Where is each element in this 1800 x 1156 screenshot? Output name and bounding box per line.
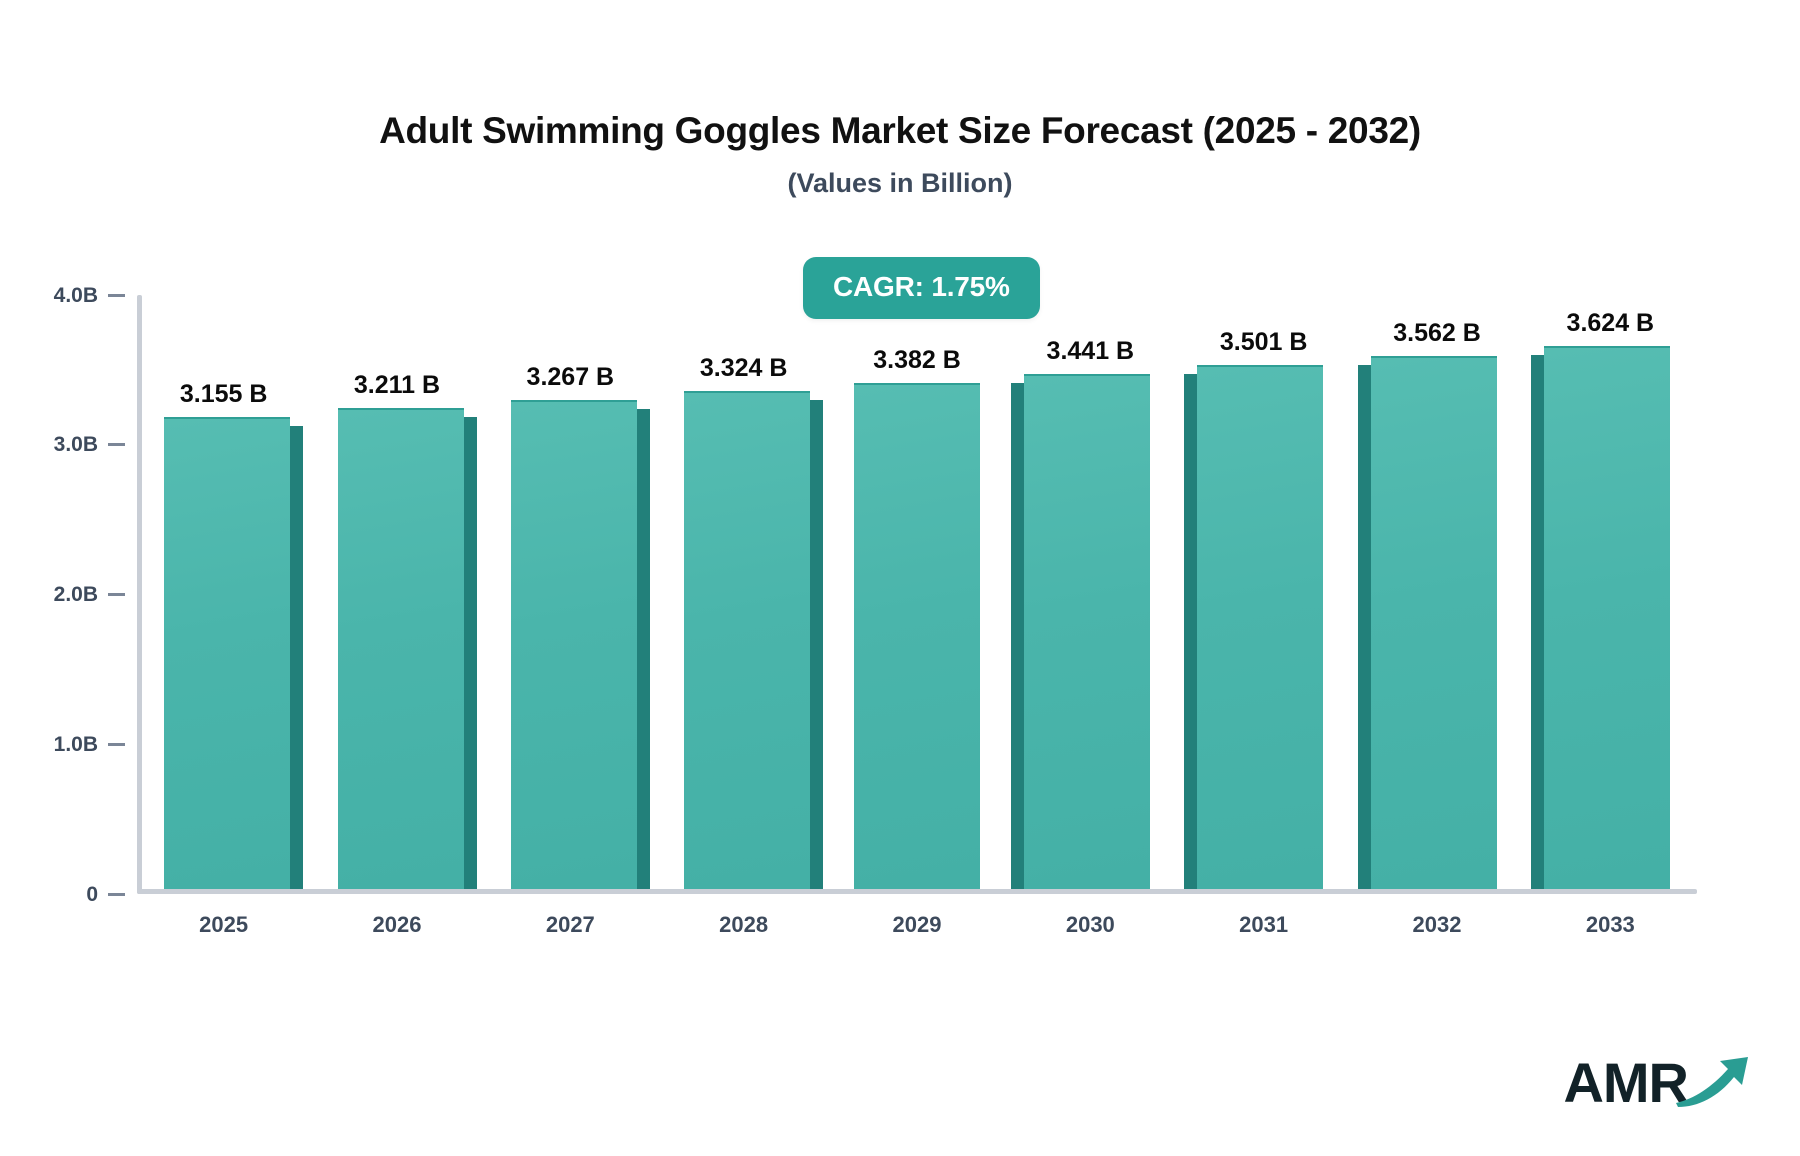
y-tick-label: 2.0B	[53, 583, 98, 606]
title-block: Adult Swimming Goggles Market Size Forec…	[0, 110, 1800, 199]
y-tick-mark	[108, 293, 125, 297]
bar-body	[137, 416, 310, 889]
y-axis-line	[137, 295, 142, 894]
bar-value-label: 3.441 B	[1046, 336, 1135, 365]
cagr-badge: CAGR: 1.75%	[803, 257, 1040, 319]
amr-logo: AMR	[1563, 1047, 1752, 1118]
bar-2026[interactable]	[311, 408, 484, 889]
bar-2033[interactable]	[1524, 346, 1697, 889]
x-tick-label-2030: 2030	[1065, 912, 1115, 937]
bar-value-label: 3.382 B	[873, 345, 961, 374]
y-tick-label: 3.0B	[53, 433, 98, 457]
bar-value-label: 3.562 B	[1393, 318, 1481, 347]
bar-2032[interactable]	[1351, 355, 1524, 889]
bar-front-face	[1370, 355, 1497, 889]
x-tick-label-2025: 2025	[199, 912, 249, 937]
bar-2031[interactable]	[1177, 364, 1350, 889]
bar-2025[interactable]	[137, 416, 310, 889]
logo-text: AMR	[1563, 1050, 1689, 1114]
bar-front-face	[337, 408, 464, 889]
bar-front-face	[1543, 346, 1670, 889]
bar-value-label: 3.155 B	[179, 379, 268, 408]
bar-body	[484, 399, 657, 889]
page-title: Adult Swimming Goggles Market Size Forec…	[379, 110, 1421, 151]
chart-subtitle: (Values in Billion)	[787, 168, 1013, 198]
y-tick-mark	[108, 443, 125, 447]
bar-body	[1004, 373, 1177, 889]
x-tick-label-2027: 2027	[545, 912, 595, 937]
y-tick-label: 0	[86, 882, 98, 906]
bar-2027[interactable]	[484, 399, 657, 889]
bar-front-face	[164, 416, 291, 889]
bar-2028[interactable]	[657, 391, 830, 889]
x-tick-label-2029: 2029	[892, 912, 942, 937]
y-tick-mark	[108, 892, 125, 896]
y-tick-label: 4.0B	[53, 283, 98, 307]
bar-front-face	[1023, 373, 1150, 889]
x-axis-line	[137, 889, 1697, 894]
x-tick-label-2031: 2031	[1239, 912, 1289, 937]
x-tick-label-2026: 2026	[372, 912, 422, 937]
y-tick-mark	[108, 593, 125, 596]
bar-value-label: 3.211 B	[353, 371, 441, 400]
x-tick-label-2032: 2032	[1412, 912, 1462, 937]
bar-value-label: 3.267 B	[526, 362, 615, 391]
bar-series: 3.155 B 3.211 B 3.267 B 3.324 B 3.382 B 3.441…	[137, 290, 1697, 894]
plot-area: 3.155 B 3.211 B 3.267 B 3.324 B 3.382 B 3.441…	[137, 290, 1697, 900]
x-tick-label-2033: 2033	[1585, 912, 1635, 937]
bar-2030[interactable]	[1004, 373, 1177, 889]
y-tick-mark	[108, 742, 125, 746]
bar-body	[831, 382, 1004, 889]
bar-value-label: 3.324 B	[699, 354, 788, 383]
growth-arrow-icon	[1672, 1047, 1752, 1116]
bar-body	[1524, 346, 1697, 889]
x-axis-labels: 2025 2026 2027 2028 2029 2030 2031 2032 2033	[137, 912, 1697, 952]
bar-body	[1177, 364, 1350, 889]
bar-body	[311, 408, 484, 889]
bar-value-label: 3.624 B	[1566, 309, 1655, 338]
y-axis-labels: 4.0B 3.0B 2.0B 1.0B 0	[0, 285, 137, 905]
bar-body	[657, 391, 830, 889]
y-tick-label: 1.0B	[53, 732, 98, 756]
bar-front-face	[853, 382, 980, 889]
bar-2029[interactable]	[831, 382, 1004, 889]
bar-front-face	[1197, 364, 1324, 889]
bar-front-face	[510, 399, 637, 889]
bar-value-label: 3.501 B	[1219, 327, 1308, 356]
bar-front-face	[684, 391, 811, 889]
x-tick-label-2028: 2028	[719, 912, 769, 937]
bar-body	[1351, 355, 1524, 889]
